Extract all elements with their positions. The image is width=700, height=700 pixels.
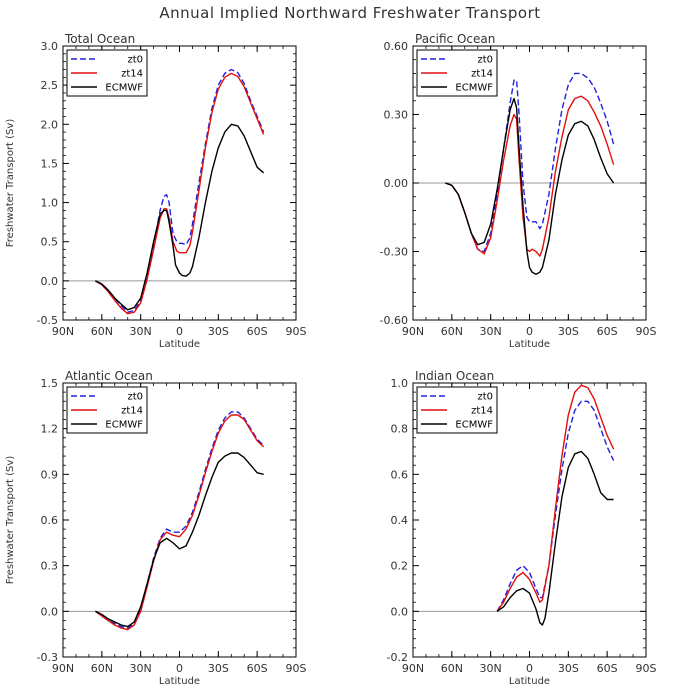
y-tick-label: 0.8 — [391, 423, 409, 436]
y-tick-label: 0.0 — [391, 605, 409, 618]
series-line-ecmwf — [95, 452, 264, 628]
series-line-zt14 — [445, 95, 615, 257]
y-tick-label: 1.0 — [391, 377, 409, 390]
panel-title: Total Ocean — [64, 32, 135, 46]
y-tick-label: 1.2 — [41, 423, 59, 436]
legend-label-zt0: zt0 — [127, 55, 143, 66]
x-tick-label: 30N — [480, 325, 502, 338]
x-tick-label: 90N — [402, 662, 424, 675]
x-tick-label: 0 — [526, 662, 533, 675]
legend-label-ecmwf: ECMWF — [105, 83, 143, 94]
x-axis-label: Latitude — [509, 676, 550, 687]
x-tick-label: 30N — [480, 662, 502, 675]
series-line-zt0 — [94, 411, 265, 629]
x-tick-label: 60S — [597, 325, 618, 338]
series-line-ecmwf — [445, 97, 615, 275]
y-tick-label: 0.5 — [41, 236, 59, 249]
x-tick-label: 90S — [286, 662, 307, 675]
y-tick-label: -0.30 — [380, 246, 408, 259]
x-tick-label: 60S — [597, 662, 618, 675]
legend-label-zt14: zt14 — [471, 69, 493, 80]
y-tick-label: 0.0 — [41, 605, 59, 618]
series-line-zt0 — [95, 68, 265, 313]
y-tick-label: 0.30 — [384, 109, 409, 122]
y-tick-label: -0.2 — [387, 651, 408, 664]
x-tick-label: 30S — [208, 662, 229, 675]
panel-title: Indian Ocean — [415, 369, 494, 383]
x-tick-label: 60S — [247, 325, 268, 338]
x-tick-label: 60N — [441, 325, 463, 338]
series-line-zt14 — [95, 72, 265, 315]
series-line-zt0 — [445, 72, 615, 253]
x-tick-label: 90S — [636, 325, 657, 338]
y-tick-label: 0.3 — [41, 560, 59, 573]
y-tick-label: 0.2 — [391, 560, 409, 573]
x-tick-label: 30S — [208, 325, 229, 338]
legend-label-ecmwf: ECMWF — [105, 420, 143, 431]
series-line-zt0 — [496, 400, 615, 612]
x-axis-label: Latitude — [159, 676, 200, 687]
panel-atlantic-ocean: 90N 60N 30N 0 30S 60S 90S -0.3 0.0 0.3 0.6 0.9 1.2 1.… — [5, 369, 307, 687]
y-tick-label: 3.0 — [41, 40, 59, 53]
x-tick-label: 90N — [52, 662, 74, 675]
y-tick-label: -0.3 — [37, 651, 58, 664]
legend-label-zt14: zt14 — [121, 69, 143, 80]
legend-label-zt0: zt0 — [477, 392, 493, 403]
y-tick-label: 0.4 — [391, 514, 409, 527]
x-tick-label: 90S — [636, 662, 657, 675]
x-axis-label: Latitude — [159, 339, 200, 350]
y-tick-label: 0.0 — [41, 275, 59, 288]
legend-label-zt14: zt14 — [121, 406, 143, 417]
y-tick-label: 0.6 — [391, 468, 409, 481]
y-tick-label: 0.60 — [384, 40, 409, 53]
panel-total-ocean: 90N 60N 30N 0 30S 60S 90S -0.5 0.0 0.5 1.0 1.5 2.0 2.… — [5, 32, 307, 350]
x-tick-label: 90S — [286, 325, 307, 338]
series-line-ecmwf — [496, 450, 614, 626]
y-tick-label: 1.5 — [41, 157, 59, 170]
x-tick-label: 0 — [176, 325, 183, 338]
legend-label-zt0: zt0 — [127, 392, 143, 403]
x-tick-label: 90N — [52, 325, 74, 338]
legend-label-zt0: zt0 — [477, 55, 493, 66]
series-line-zt14 — [94, 414, 265, 631]
x-tick-label: 30S — [558, 325, 579, 338]
legend-label-zt14: zt14 — [471, 406, 493, 417]
panel-indian-ocean: 90N 60N 30N 0 30S 60S 90S -0.2 0.0 0.2 0.4 0.6 0.8 1.… — [387, 369, 657, 687]
y-axis-label: Freshwater Transport (Sv) — [5, 119, 16, 248]
y-tick-label: 2.5 — [41, 79, 59, 92]
x-tick-label: 30N — [130, 662, 152, 675]
x-tick-label: 30N — [130, 325, 152, 338]
legend-label-ecmwf: ECMWF — [455, 83, 493, 94]
x-tick-label: 60N — [91, 325, 113, 338]
panel-pacific-ocean: 90N 60N 30N 0 30S 60S 90S -0.60 -0.30 0.00 0.30 0.6… — [380, 32, 657, 350]
y-tick-label: -0.5 — [37, 314, 58, 327]
panel-title: Atlantic Ocean — [65, 369, 153, 383]
y-tick-label: -0.60 — [380, 314, 408, 327]
y-axis-label: Freshwater Transport (Sv) — [5, 456, 16, 585]
x-tick-label: 90N — [402, 325, 424, 338]
x-tick-label: 0 — [176, 662, 183, 675]
y-tick-label: 0.6 — [41, 514, 59, 527]
x-tick-label: 60S — [247, 662, 268, 675]
series-line-zt14 — [496, 384, 615, 612]
x-tick-label: 30S — [558, 662, 579, 675]
y-tick-label: 1.0 — [41, 197, 59, 210]
y-tick-label: 0.9 — [41, 468, 59, 481]
y-tick-label: 1.5 — [41, 377, 59, 390]
panel-title: Pacific Ocean — [415, 32, 495, 46]
y-tick-label: 2.0 — [41, 118, 59, 131]
x-tick-label: 0 — [526, 325, 533, 338]
x-axis-label: Latitude — [509, 339, 550, 350]
series-line-ecmwf — [95, 123, 265, 311]
y-tick-label: 0.00 — [384, 177, 409, 190]
x-tick-label: 60N — [441, 662, 463, 675]
chart-title: Annual Implied Northward Freshwater Tran… — [159, 4, 541, 22]
x-tick-label: 60N — [91, 662, 113, 675]
legend-label-ecmwf: ECMWF — [455, 420, 493, 431]
